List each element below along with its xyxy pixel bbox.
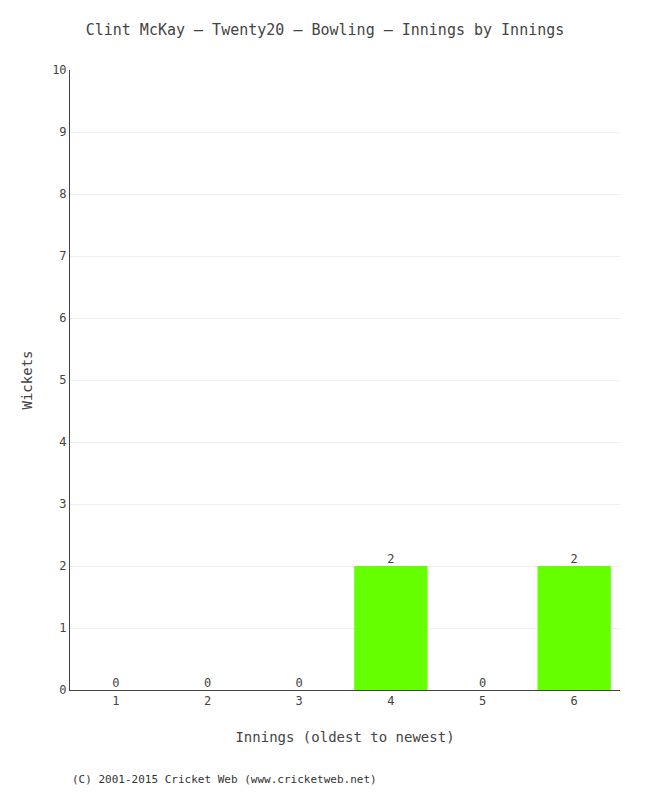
svg-text:7: 7 (59, 249, 66, 263)
svg-text:2: 2 (59, 559, 66, 573)
svg-text:3: 3 (296, 694, 303, 708)
svg-text:(C) 2001-2015 Cricket Web (www: (C) 2001-2015 Cricket Web (www.cricketwe… (72, 773, 377, 786)
svg-text:9: 9 (59, 125, 66, 139)
svg-text:1: 1 (112, 694, 119, 708)
svg-text:3: 3 (59, 497, 66, 511)
svg-text:6: 6 (571, 694, 578, 708)
svg-text:4: 4 (59, 435, 66, 449)
svg-text:0: 0 (112, 676, 119, 690)
svg-text:Clint McKay – Twenty20 – Bowli: Clint McKay – Twenty20 – Bowling – Innin… (86, 21, 565, 39)
svg-text:10: 10 (52, 63, 66, 77)
svg-text:Wickets: Wickets (19, 350, 35, 409)
svg-text:2: 2 (387, 552, 394, 566)
svg-text:5: 5 (59, 373, 66, 387)
svg-text:1: 1 (59, 621, 66, 635)
svg-text:4: 4 (387, 694, 394, 708)
svg-text:6: 6 (59, 311, 66, 325)
svg-text:Innings (oldest to newest): Innings (oldest to newest) (235, 729, 454, 745)
svg-text:2: 2 (571, 552, 578, 566)
svg-text:0: 0 (59, 683, 66, 697)
svg-text:2: 2 (204, 694, 211, 708)
svg-text:5: 5 (479, 694, 486, 708)
svg-text:8: 8 (59, 187, 66, 201)
svg-text:0: 0 (479, 676, 486, 690)
svg-text:0: 0 (204, 676, 211, 690)
svg-text:0: 0 (296, 676, 303, 690)
